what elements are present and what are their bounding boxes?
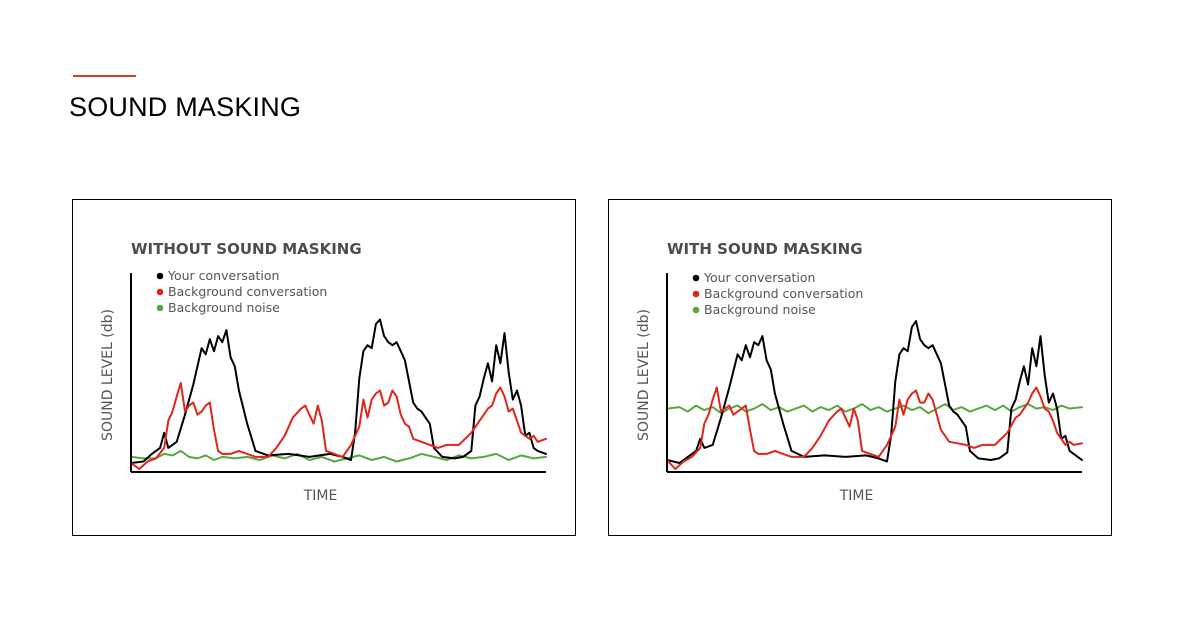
series-line-background-noise [666,403,1083,415]
legend-label-background-noise: Background noise [168,300,280,315]
legend-marker-background-conversation [156,288,164,296]
x-axis-label: TIME [839,488,874,504]
chart-title: WITHOUT SOUND MASKING [131,240,362,258]
series-line-background-noise [130,449,547,463]
series-line-background-conversation [130,381,547,470]
series-line-your-conversation [666,320,1083,464]
legend-label-background-noise: Background noise [704,302,816,317]
chart-panel-without-masking: WITHOUT SOUND MASKING Your conversation Ba… [72,199,576,536]
series-line-background-conversation [666,386,1083,470]
title-accent-rule [73,75,136,77]
legend-marker-background-noise [156,304,164,312]
legend-marker-background-conversation [692,290,700,298]
chart-title: WITH SOUND MASKING [667,240,863,258]
legend-marker-your-conversation [692,274,700,282]
series-line-your-conversation [130,318,547,464]
legend-marker-your-conversation [156,272,164,280]
chart-panel-with-masking: WITH SOUND MASKING Your conversation Backg… [608,199,1112,536]
legend-label-background-conversation: Background conversation [168,284,327,299]
legend-label-background-conversation: Background conversation [704,286,863,301]
y-axis-label: SOUND LEVEL (db) [636,309,652,441]
legend-label-your-conversation: Your conversation [703,270,815,285]
page-title: SOUND MASKING [69,92,302,122]
x-axis-label: TIME [303,488,338,504]
legend-label-your-conversation: Your conversation [167,268,279,283]
y-axis-label: SOUND LEVEL (db) [100,309,116,441]
legend-marker-background-noise [692,306,700,314]
